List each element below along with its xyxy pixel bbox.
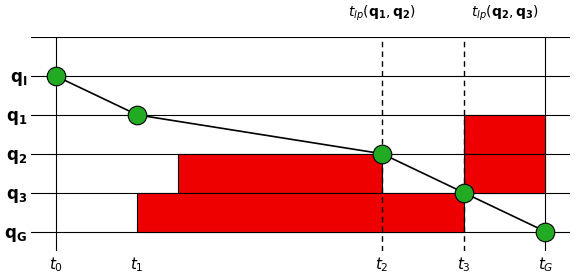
Text: $t_{lp}(\mathbf{q_2},\mathbf{q_3})$: $t_{lp}(\mathbf{q_2},\mathbf{q_3})$: [471, 4, 538, 23]
Text: $t_{lp}(\mathbf{q_1},\mathbf{q_2})$: $t_{lp}(\mathbf{q_1},\mathbf{q_2})$: [348, 4, 416, 23]
Bar: [178, 154, 382, 193]
Point: [378, 152, 387, 156]
Point: [51, 74, 60, 78]
Bar: [137, 193, 464, 232]
Point: [459, 190, 468, 195]
Bar: [464, 115, 545, 154]
Bar: [464, 154, 545, 193]
Point: [541, 229, 550, 234]
Point: [133, 113, 142, 117]
